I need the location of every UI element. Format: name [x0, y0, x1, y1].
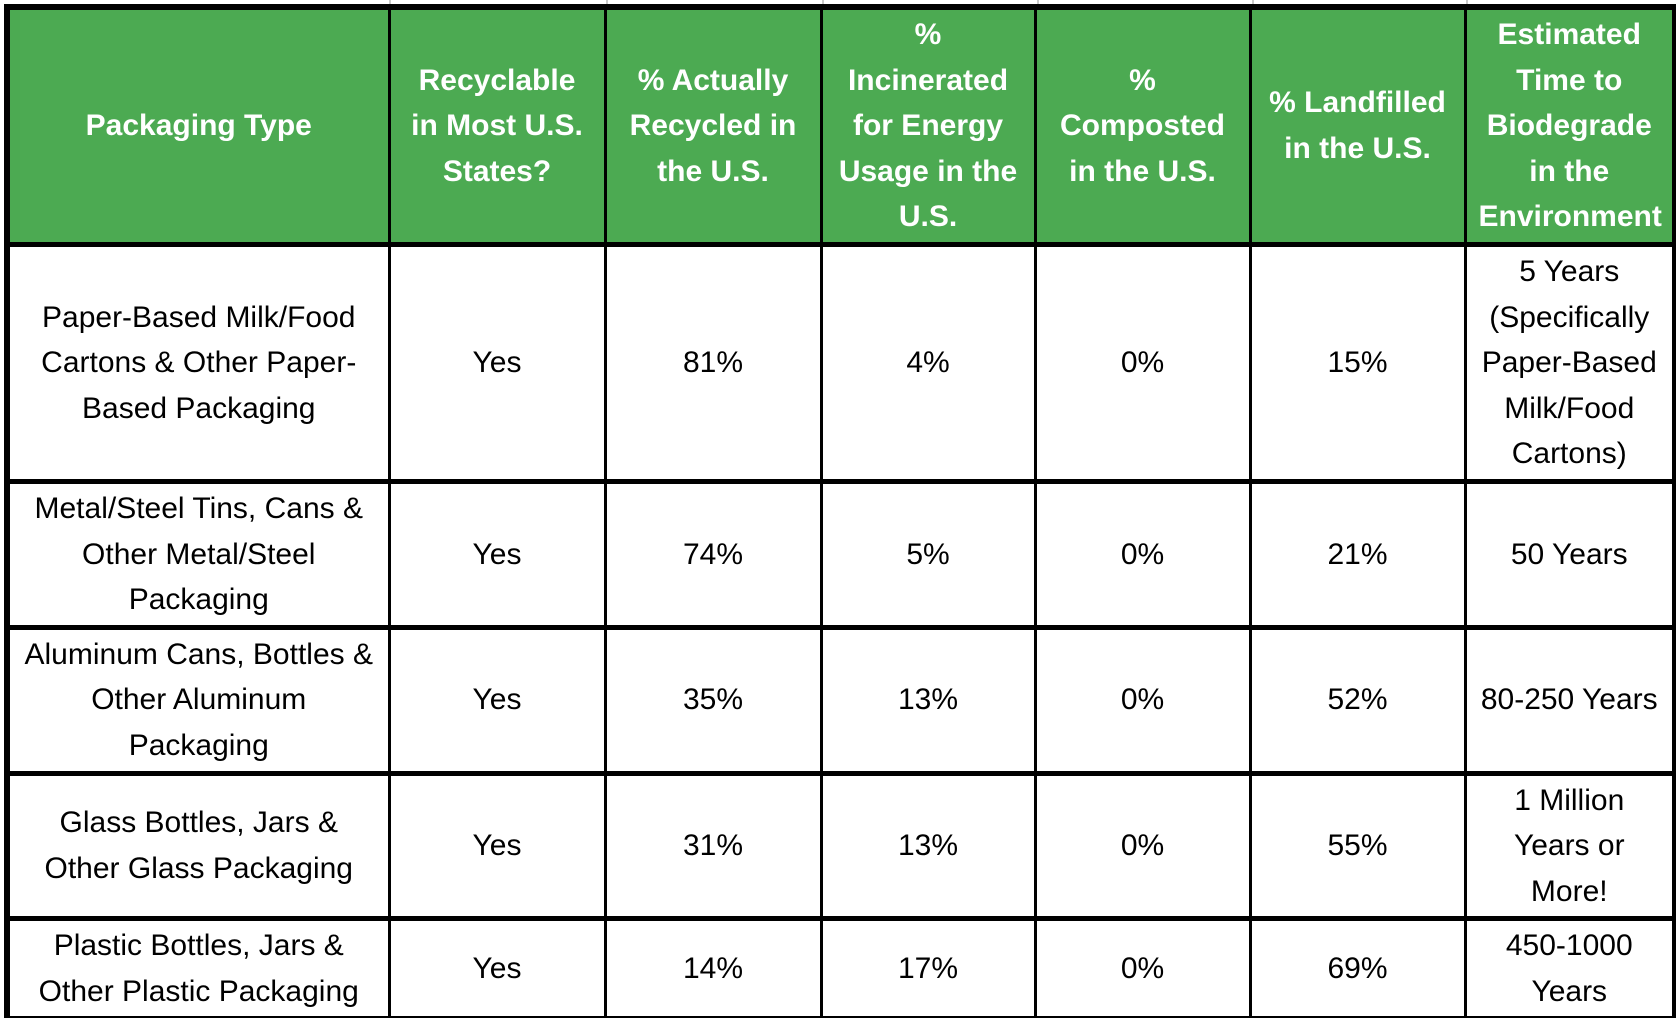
- header-pct-incinerated: % Incinerated for Energy Usage in the U.…: [819, 4, 1037, 247]
- gridline-tick: [822, 0, 824, 4]
- gridline-tick: [606, 0, 608, 4]
- header-pct-recycled: % Actually Recycled in the U.S.: [603, 4, 823, 247]
- cell-packaging-type: Paper-Based Milk/Food Cartons & Other Pa…: [5, 241, 391, 484]
- cell-pct-incinerated: 5%: [819, 478, 1037, 630]
- cell-pct-recycled: 14%: [603, 916, 823, 1018]
- gridline-tick: [1037, 0, 1039, 4]
- cell-recyclable: Yes: [387, 770, 607, 922]
- cell-pct-landfilled: 69%: [1248, 916, 1467, 1018]
- cell-biodegrade-time: 1 Million Years or More!: [1463, 770, 1676, 922]
- table-row: Metal/Steel Tins, Cans & Other Metal/Ste…: [5, 478, 1676, 630]
- cell-packaging-type: Metal/Steel Tins, Cans & Other Metal/Ste…: [5, 478, 391, 630]
- table-row: Aluminum Cans, Bottles & Other Aluminum …: [5, 624, 1676, 776]
- header-recyclable: Recyclable in Most U.S. States?: [387, 4, 607, 247]
- cell-pct-composted: 0%: [1033, 478, 1252, 630]
- cell-pct-recycled: 31%: [603, 770, 823, 922]
- cell-biodegrade-time: 450-1000 Years: [1463, 916, 1676, 1018]
- cell-recyclable: Yes: [387, 241, 607, 484]
- cell-pct-composted: 0%: [1033, 770, 1252, 922]
- cell-packaging-type: Plastic Bottles, Jars & Other Plastic Pa…: [5, 916, 391, 1018]
- cell-recyclable: Yes: [387, 478, 607, 630]
- cell-biodegrade-time: 5 Years (Specifically Paper-Based Milk/F…: [1463, 241, 1676, 484]
- cell-pct-landfilled: 15%: [1248, 241, 1467, 484]
- table-header-row: Packaging Type Recyclable in Most U.S. S…: [5, 4, 1676, 247]
- gridline-tick: [1466, 0, 1468, 4]
- cell-pct-recycled: 74%: [603, 478, 823, 630]
- header-packaging-type: Packaging Type: [5, 4, 391, 247]
- cell-recyclable: Yes: [387, 916, 607, 1018]
- cell-packaging-type: Aluminum Cans, Bottles & Other Aluminum …: [5, 624, 391, 776]
- table-row: Glass Bottles, Jars & Other Glass Packag…: [5, 770, 1676, 922]
- gridline-tick: [1252, 0, 1254, 4]
- cell-recyclable: Yes: [387, 624, 607, 776]
- cell-pct-recycled: 35%: [603, 624, 823, 776]
- cell-pct-landfilled: 55%: [1248, 770, 1467, 922]
- cell-pct-composted: 0%: [1033, 916, 1252, 1018]
- cell-pct-composted: 0%: [1033, 241, 1252, 484]
- cell-pct-incinerated: 13%: [819, 624, 1037, 776]
- gridline-tick: [389, 0, 391, 4]
- cell-pct-landfilled: 21%: [1248, 478, 1467, 630]
- cell-pct-incinerated: 4%: [819, 241, 1037, 484]
- cell-packaging-type: Glass Bottles, Jars & Other Glass Packag…: [5, 770, 391, 922]
- header-pct-composted: % Composted in the U.S.: [1033, 4, 1252, 247]
- cell-pct-recycled: 81%: [603, 241, 823, 484]
- header-biodegrade-time: Estimated Time to Biodegrade in the Envi…: [1463, 4, 1676, 247]
- cell-biodegrade-time: 50 Years: [1463, 478, 1676, 630]
- cell-pct-landfilled: 52%: [1248, 624, 1467, 776]
- table-row: Paper-Based Milk/Food Cartons & Other Pa…: [5, 241, 1676, 484]
- cell-pct-incinerated: 17%: [819, 916, 1037, 1018]
- cell-pct-incinerated: 13%: [819, 770, 1037, 922]
- cell-biodegrade-time: 80-250 Years: [1463, 624, 1676, 776]
- cell-pct-composted: 0%: [1033, 624, 1252, 776]
- header-pct-landfilled: % Landfilled in the U.S.: [1248, 4, 1467, 247]
- table-row: Plastic Bottles, Jars & Other Plastic Pa…: [5, 916, 1676, 1018]
- packaging-recycling-table: Packaging Type Recyclable in Most U.S. S…: [4, 4, 1676, 1018]
